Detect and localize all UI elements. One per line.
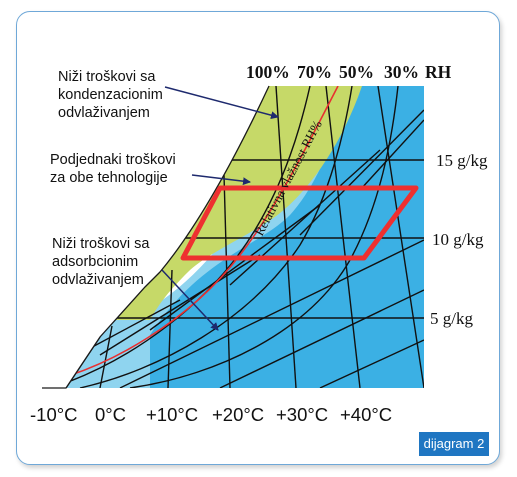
rh-label-100: 100% [246, 62, 290, 82]
rh-label-70: 70% [297, 62, 332, 82]
enthalpy-line [219, 289, 424, 388]
enthalpy-line [119, 239, 424, 388]
temperature-label-40: +40°C [340, 404, 392, 425]
temperature-line [275, 86, 297, 388]
temperature-line [167, 269, 173, 388]
enthalpy-line [319, 339, 424, 388]
rh-curve-50 [79, 86, 353, 388]
enthalpy-line [149, 204, 321, 331]
note-adsorption: Niži troškovi sa adsorbcionim odvlaživan… [52, 236, 150, 288]
temperature-label-20: +20°C [212, 404, 264, 425]
temperature-line [99, 325, 113, 388]
rh-label-50: 50% [339, 62, 374, 82]
rh-label-rh: RH [425, 62, 452, 82]
adsorption-zone-dark [150, 86, 424, 388]
temperature-line [223, 174, 231, 388]
moisture-label-10: 10 g/kg [432, 230, 484, 249]
rh-label-30: 30% [384, 62, 419, 82]
enthalpy-line [359, 119, 424, 191]
enthalpy-line [299, 109, 424, 236]
rh-curve-70 [59, 86, 311, 386]
temperature-label-30: +30°C [276, 404, 328, 425]
arrow-adsorption [161, 269, 219, 331]
rh-curve-30 [129, 86, 399, 388]
arrow-condensation [164, 86, 279, 120]
equal-cost-box [180, 185, 419, 261]
enthalpy-line [229, 149, 381, 286]
temperature-label-0: 0°C [95, 404, 126, 425]
moisture-label-15: 15 g/kg [436, 151, 488, 170]
figure-tag: dijagram 2 [419, 432, 489, 456]
moisture-label-5: 5 g/kg [430, 309, 473, 328]
boundary-curve [42, 86, 339, 384]
temperature-line [377, 86, 424, 388]
arrow-equal [191, 174, 251, 186]
saturation-curve [42, 85, 270, 389]
temperature-label-minus10: -10°C [30, 404, 78, 425]
enthalpy-line [99, 254, 261, 356]
note-condensation: Niži troškovi sa kondenzacionim odvlaživ… [58, 69, 163, 121]
temperature-line [325, 86, 361, 388]
temperature-label-10: +10°C [146, 404, 198, 425]
note-equal-costs: Podjednaki troškovi za obe tehnologije [50, 152, 176, 186]
